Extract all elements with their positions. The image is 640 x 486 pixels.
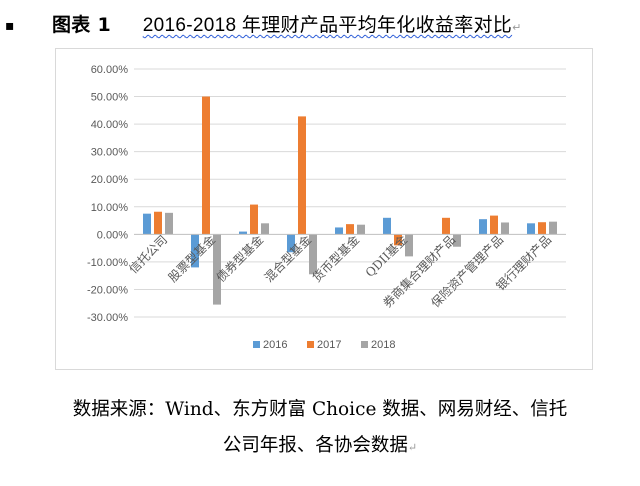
bar-2017: [298, 116, 306, 235]
y-tick-label: 30.00%: [91, 147, 129, 159]
y-tick-label: 40.00%: [91, 119, 129, 131]
bar-2018: [357, 224, 365, 235]
y-tick-label: 50.00%: [91, 92, 129, 104]
bar-2016: [143, 213, 151, 235]
bar-2017: [538, 222, 546, 235]
y-tick-label: 60.00%: [91, 64, 129, 76]
paragraph-mark: ↵: [512, 21, 522, 34]
bar-2016: [335, 227, 343, 235]
source-line-2: 公司年报、各协会数据↵: [0, 428, 640, 466]
paragraph-mark: ↵: [407, 441, 418, 454]
bar-2017: [490, 215, 498, 235]
bar-2018: [213, 234, 221, 305]
legend-swatch-2016: [253, 341, 260, 348]
figure-title-text: 2016-2018 年理财产品平均年化收益率对比: [142, 15, 513, 36]
figure-label: 图表 1: [52, 14, 112, 36]
bar-2018: [405, 234, 413, 257]
y-tick-label: -10.00%: [87, 257, 128, 269]
source-line-2-text: 公司年报、各协会数据: [222, 435, 408, 456]
bar-2017: [154, 211, 162, 235]
legend-swatch-2018: [361, 341, 368, 348]
bar-chart: 60.00% 50.00% 40.00% 30.00% 20.00% 10.00% 0.00…: [87, 64, 566, 351]
source-line-1: 数据来源：Wind、东方财富 Choice 数据、网易财经、信托: [72, 399, 568, 420]
bar-2016: [527, 223, 535, 235]
bar-2018: [165, 212, 173, 235]
x-category-label: QDII基金: [362, 232, 410, 280]
list-bullet: ▪: [5, 18, 15, 34]
bar-2017: [442, 217, 450, 235]
x-category-label: 信托公司: [126, 233, 170, 277]
legend-swatch-2017: [307, 341, 314, 348]
bar-2016: [383, 217, 391, 235]
bar-2018: [261, 223, 269, 235]
bar-2018: [501, 222, 509, 235]
legend-label-2017: 2017: [317, 339, 341, 351]
y-tick-label: -30.00%: [87, 312, 128, 324]
bar-2018: [453, 234, 461, 247]
bar-2017: [346, 224, 354, 235]
source-note: 数据来源：Wind、东方财富 Choice 数据、网易财经、信托 公司年报、各协…: [0, 392, 640, 466]
bar-2017: [202, 96, 210, 235]
figure-title: 图表 1 2016-2018 年理财产品平均年化收益率对比↵: [52, 10, 522, 37]
bar-2018: [309, 234, 317, 275]
bar-2016: [239, 231, 247, 235]
bar-2018: [549, 221, 557, 235]
legend-label-2016: 2016: [263, 339, 287, 351]
x-category-label: 货币型基金: [309, 232, 362, 285]
bar-2017: [250, 204, 258, 235]
y-tick-label: -20.00%: [87, 284, 128, 296]
bar-2016: [479, 219, 487, 235]
x-category-label: 债券型基金: [213, 232, 266, 285]
chart-area: 60.00% 50.00% 40.00% 30.00% 20.00% 10.00% 0.00…: [55, 48, 593, 370]
y-tick-label: 20.00%: [91, 174, 129, 186]
y-tick-label: 10.00%: [91, 202, 129, 214]
bar-2016: [191, 234, 199, 268]
bar-2016: [287, 234, 295, 253]
y-tick-label: 0.00%: [97, 229, 128, 241]
bar-2017: [394, 234, 402, 246]
legend-label-2018: 2018: [371, 339, 395, 351]
